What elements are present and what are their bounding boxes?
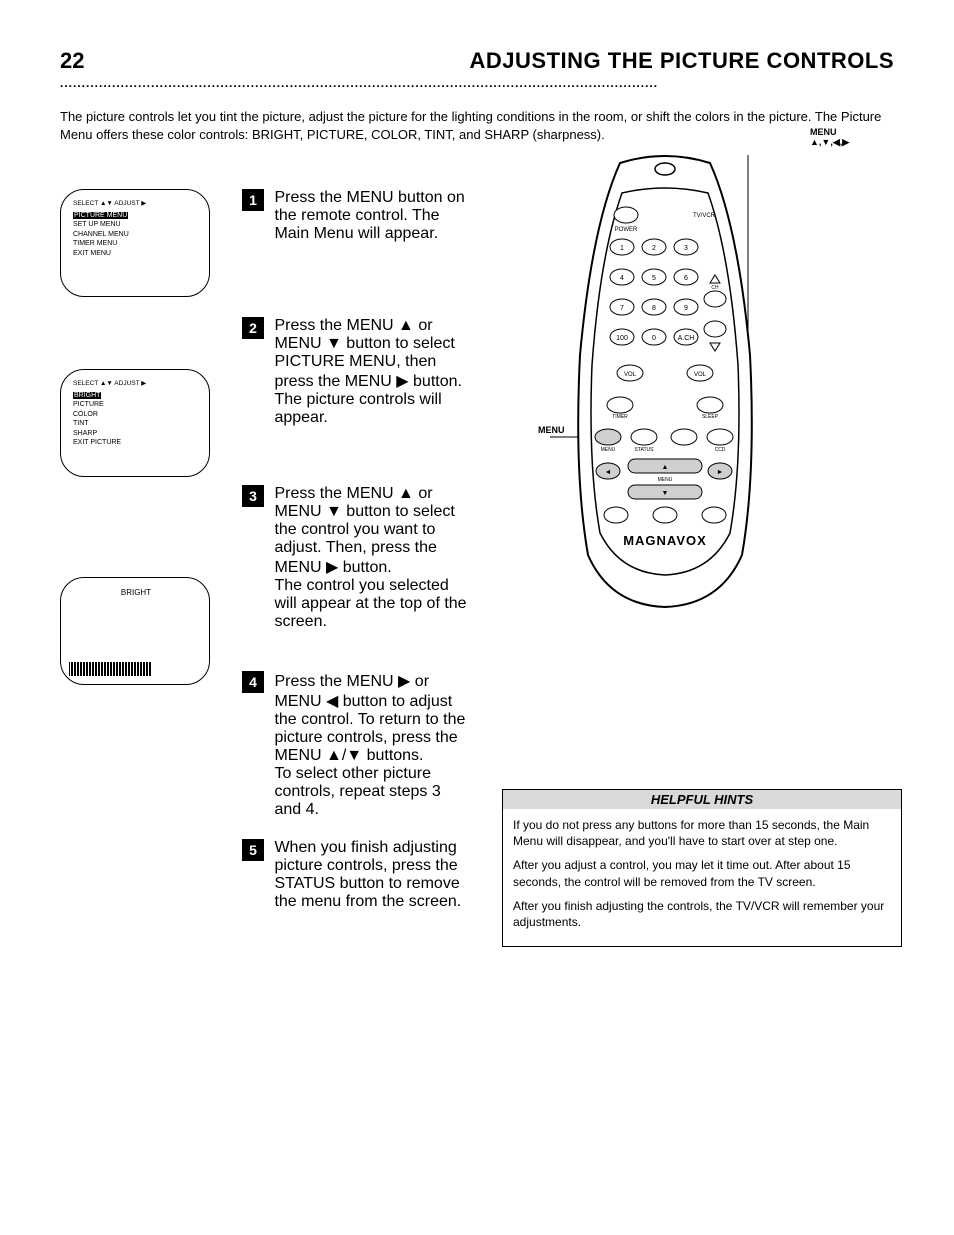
- svg-text:A.CH: A.CH: [678, 335, 695, 342]
- intro-paragraph: The picture controls let you tint the pi…: [60, 108, 894, 143]
- hints-title: HELPFUL HINTS: [503, 790, 901, 809]
- screen1-select-line: SELECT ▲▼ ADJUST ▶: [73, 200, 199, 209]
- remote-label-nav: MENU ▲,▼,◀,▶: [810, 127, 849, 148]
- step-number-badge: 3: [242, 485, 264, 507]
- menu-row: EXIT PICTURE: [73, 438, 199, 447]
- svg-text:◄: ◄: [605, 469, 612, 476]
- step-text: Press the MENU button on the remote cont…: [274, 189, 469, 243]
- hint-paragraph: After you adjust a control, you may let …: [513, 857, 891, 889]
- menu-row: CHANNEL MENU: [73, 230, 199, 239]
- hints-body: If you do not press any buttons for more…: [503, 809, 901, 946]
- svg-text:VOL: VOL: [624, 372, 637, 378]
- svg-text:5: 5: [652, 275, 656, 282]
- step-text: Press the MENU ▶ or MENU ◀ button to adj…: [274, 671, 469, 819]
- menu-row: PICTURE MENU: [73, 211, 199, 220]
- step-text: Press the MENU ▲ or MENU ▼ button to sel…: [274, 317, 469, 427]
- svg-text:▼: ▼: [662, 490, 669, 497]
- page-header: 22 ADJUSTING THE PICTURE CONTROLS: [60, 48, 894, 74]
- screen-main-menu: SELECT ▲▼ ADJUST ▶ PICTURE MENU SET UP M…: [60, 189, 210, 297]
- dotted-divider: ........................................…: [60, 76, 894, 90]
- menu-row: SHARP: [73, 429, 199, 438]
- menu-row: PICTURE: [73, 400, 199, 409]
- step-number-badge: 1: [242, 189, 264, 211]
- menu-row: TINT: [73, 419, 199, 428]
- menu-row: BRIGHT: [73, 391, 199, 400]
- screen3-title: BRIGHT: [73, 588, 199, 599]
- step-number-badge: 2: [242, 317, 264, 339]
- remote-illustration: MENU ▲,▼,◀,▶ MENU POWER TV/VCR 123456789…: [550, 155, 780, 620]
- hint-paragraph: If you do not press any buttons for more…: [513, 817, 891, 849]
- menu-row: SET UP MENU: [73, 220, 199, 229]
- screens-column: SELECT ▲▼ ADJUST ▶ PICTURE MENU SET UP M…: [60, 169, 220, 947]
- svg-text:8: 8: [652, 305, 656, 312]
- screen2-select-line: SELECT ▲▼ ADJUST ▶: [73, 380, 199, 389]
- page-number: 22: [60, 48, 84, 74]
- svg-text:VOL: VOL: [694, 372, 707, 378]
- menu-row: TIMER MENU: [73, 239, 199, 248]
- svg-text:TIMER: TIMER: [612, 414, 628, 420]
- svg-text:100: 100: [616, 335, 628, 342]
- svg-text:MENU: MENU: [601, 447, 616, 453]
- svg-text:MENU: MENU: [658, 477, 673, 483]
- svg-text:CH: CH: [711, 285, 719, 291]
- svg-text:9: 9: [684, 305, 688, 312]
- svg-text:▲: ▲: [662, 464, 669, 471]
- adjust-bars: [69, 662, 201, 676]
- step-3: 3 Press the MENU ▲ or MENU ▼ button to s…: [242, 485, 470, 631]
- svg-text:7: 7: [620, 305, 624, 312]
- menu-row: EXIT MENU: [73, 249, 199, 258]
- step-4: 4 Press the MENU ▶ or MENU ◀ button to a…: [242, 671, 470, 819]
- svg-text:2: 2: [652, 245, 656, 252]
- steps-column: 1 Press the MENU button on the remote co…: [242, 169, 470, 947]
- svg-text:TV/VCR: TV/VCR: [693, 213, 716, 219]
- svg-text:4: 4: [620, 275, 624, 282]
- menu-row: COLOR: [73, 410, 199, 419]
- step-number-badge: 4: [242, 671, 264, 693]
- right-column: MENU ▲,▼,◀,▶ MENU POWER TV/VCR 123456789…: [492, 169, 902, 947]
- helpful-hints-box: HELPFUL HINTS If you do not press any bu…: [502, 789, 902, 947]
- svg-text:0: 0: [652, 335, 656, 342]
- page-title: ADJUSTING THE PICTURE CONTROLS: [470, 48, 894, 74]
- step-text: When you finish adjusting picture contro…: [274, 839, 469, 911]
- step-2: 2 Press the MENU ▲ or MENU ▼ button to s…: [242, 317, 470, 427]
- svg-text:SLEEP: SLEEP: [702, 414, 719, 420]
- screen-bright-adjust: BRIGHT: [60, 577, 210, 685]
- svg-text:3: 3: [684, 245, 688, 252]
- svg-text:MAGNAVOX: MAGNAVOX: [623, 533, 707, 548]
- svg-text:6: 6: [684, 275, 688, 282]
- svg-text:1: 1: [620, 245, 624, 252]
- svg-text:CCD: CCD: [715, 447, 726, 453]
- remote-label-menu: MENU: [538, 425, 565, 435]
- step-number-badge: 5: [242, 839, 264, 861]
- step-1: 1 Press the MENU button on the remote co…: [242, 189, 470, 243]
- hint-paragraph: After you finish adjusting the controls,…: [513, 898, 891, 930]
- svg-text:POWER: POWER: [615, 227, 638, 233]
- svg-text:►: ►: [717, 469, 724, 476]
- screen-picture-menu: SELECT ▲▼ ADJUST ▶ BRIGHT PICTURE COLOR …: [60, 369, 210, 477]
- remote-svg: POWER TV/VCR 1 2 3 4 5 6 7 8 9 100 0 A.CH CH VOL VO…: [550, 155, 780, 615]
- svg-text:STATUS: STATUS: [635, 447, 655, 453]
- step-5: 5 When you finish adjusting picture cont…: [242, 839, 470, 911]
- content-columns: SELECT ▲▼ ADJUST ▶ PICTURE MENU SET UP M…: [60, 169, 894, 947]
- step-text: Press the MENU ▲ or MENU ▼ button to sel…: [274, 485, 469, 631]
